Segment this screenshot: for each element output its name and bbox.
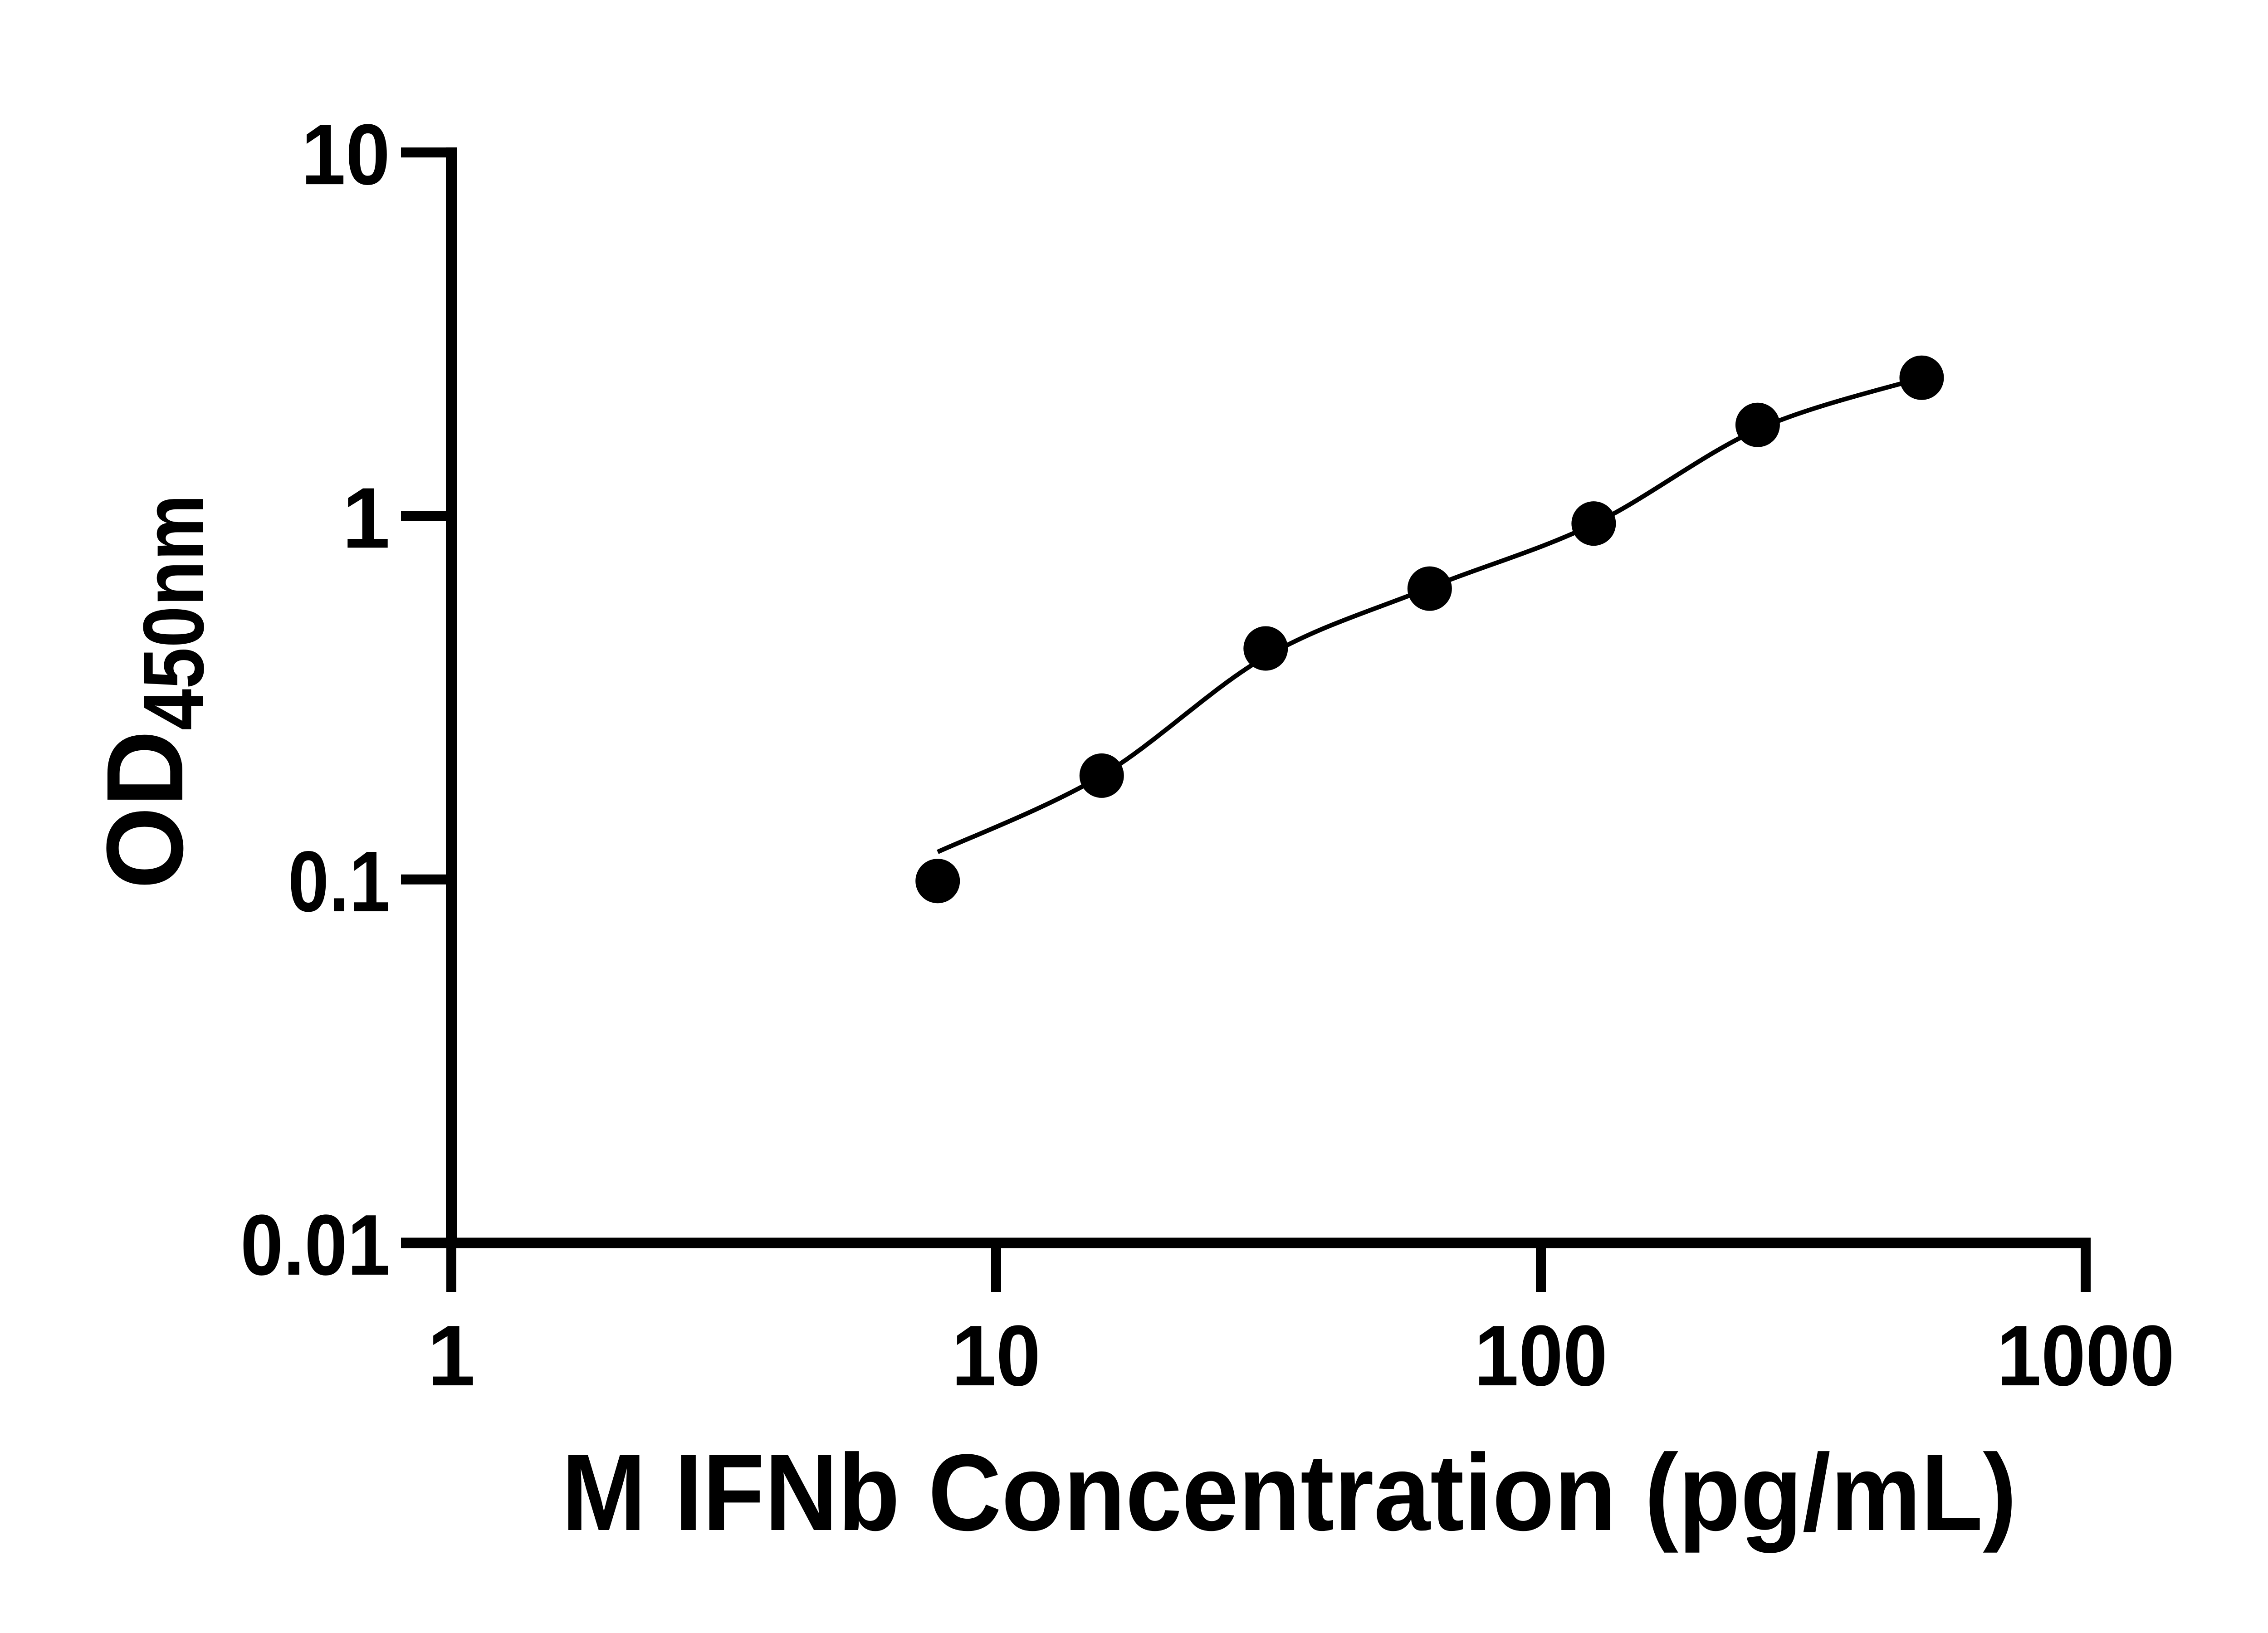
x-tick-label: 100 <box>1474 1308 1608 1404</box>
data-point-marker <box>1243 626 1288 671</box>
plot-group <box>915 355 1944 904</box>
x-tick-label: 10 <box>952 1308 1041 1404</box>
x-tick-label: 1 <box>427 1308 475 1404</box>
y-tick-label: 1 <box>342 470 390 566</box>
y-axis-title-main: OD <box>84 730 205 889</box>
data-point-marker <box>1079 753 1124 798</box>
y-tick-label: 0.1 <box>288 834 390 930</box>
y-tick-label: 10 <box>301 107 390 203</box>
x-tick-label: 1000 <box>1997 1308 2175 1404</box>
data-point-marker <box>1735 402 1780 447</box>
data-point-marker <box>915 859 960 904</box>
y-axis-title: OD450nm <box>84 494 222 889</box>
data-point-marker <box>1571 501 1616 546</box>
y-axis-title-sub: 450nm <box>126 494 222 730</box>
data-point-marker <box>1407 566 1452 611</box>
y-tick-label: 0.01 <box>240 1197 390 1293</box>
axis-titles-group: M IFNb Concentration (pg/mL) OD450nm <box>84 494 2017 1553</box>
data-point-marker <box>1899 355 1944 400</box>
axes-group: 0.01 0.1 1 10 1 10 100 1000 <box>240 107 2175 1404</box>
x-axis-title: M IFNb Concentration (pg/mL) <box>562 1432 2017 1553</box>
